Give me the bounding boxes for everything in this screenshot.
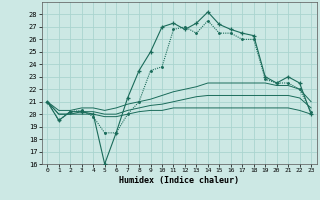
X-axis label: Humidex (Indice chaleur): Humidex (Indice chaleur) — [119, 176, 239, 185]
